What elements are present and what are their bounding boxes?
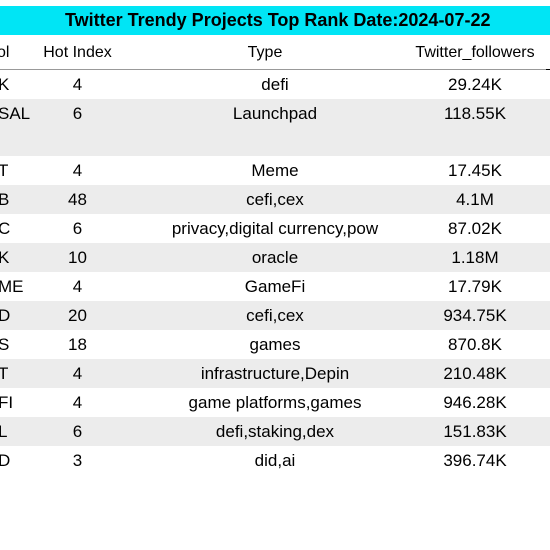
cell-hot-index: 4 [72,161,83,180]
cell-followers: 934.75K [443,306,507,325]
cell-hot-index: 4 [72,393,83,412]
cell-type: Launchpad [232,104,318,123]
header-symbol: ol [0,44,10,61]
cell-symbol: D [0,451,11,470]
cell-hot-index: 6 [72,422,83,441]
cell-hot-index: 4 [72,75,83,94]
cell-symbol: T [0,161,9,180]
cell-hot-index: 18 [68,335,87,354]
header-hot-index: Hot Index [43,44,112,61]
cell-symbol: FI [0,393,14,412]
cell-type: GameFi [244,277,306,296]
cell-hot-index: 48 [68,190,87,209]
cell-type: defi [261,75,289,94]
cell-hot-index: 6 [72,219,83,238]
cell-type: did,ai [254,451,296,470]
cell-type: cefi,cex [246,306,304,325]
table-row: SAL 6 Launchpad 118.55K [0,99,550,156]
table-row: ME 4 GameFi 17.79K [0,272,550,301]
header-type: Type [247,44,283,61]
table-row: L 6 defi,staking,dex 151.83K [0,417,550,446]
cell-followers: 151.83K [443,422,507,441]
cell-followers: 4.1M [456,190,494,209]
cell-type: cefi,cex [246,190,304,209]
cell-followers: 210.48K [443,364,507,383]
cell-symbol: SAL [0,104,31,123]
cell-hot-index: 10 [68,248,87,267]
cell-symbol: B [0,190,10,209]
rank-table: ol Hot Index Type Twitter_followers K 4 … [0,36,550,475]
table-row: D 3 did,ai 396.74K [0,446,550,475]
cell-type: infrastructure,Depin [200,364,350,383]
table-row: T 4 Meme 17.45K [0,156,550,185]
cell-hot-index: 6 [72,104,83,123]
cell-symbol: L [0,422,8,441]
title-bar: Twitter Trendy Projects Top Rank Date:20… [0,6,550,35]
cell-hot-index: 4 [72,364,83,383]
table-row: T 4 infrastructure,Depin 210.48K [0,359,550,388]
table-row: B 48 cefi,cex 4.1M [0,185,550,214]
cell-symbol: T [0,364,9,383]
cell-symbol: K [0,75,10,94]
cell-followers: 396.74K [443,451,507,470]
header-twitter-followers: Twitter_followers [415,44,535,61]
cell-followers: 29.24K [448,75,502,94]
cell-symbol: S [0,335,10,354]
cell-hot-index: 20 [68,306,87,325]
table-row: FI 4 game platforms,games 946.28K [0,388,550,417]
cell-symbol: C [0,219,11,238]
cell-followers: 1.18M [451,248,499,267]
cell-hot-index: 4 [72,277,83,296]
cell-type: Meme [251,161,299,180]
cell-type: oracle [251,248,299,267]
cell-type: defi,staking,dex [215,422,335,441]
cell-type: privacy,digital currency,pow [171,219,379,238]
table-row: K 4 defi 29.24K [0,70,550,99]
table-row: S 18 games 870.8K [0,330,550,359]
page-title: Twitter Trendy Projects Top Rank Date:20… [65,10,491,30]
cell-followers: 17.79K [448,277,502,296]
header-divider-tick [546,69,550,70]
cell-type: game platforms,games [188,393,362,412]
cell-symbol: ME [0,277,24,296]
cell-followers: 17.45K [448,161,502,180]
cell-symbol: K [0,248,10,267]
table-header: ol Hot Index Type Twitter_followers [0,36,550,70]
cell-hot-index: 3 [72,451,83,470]
table-row: D 20 cefi,cex 934.75K [0,301,550,330]
cell-symbol: D [0,306,11,325]
cell-followers: 118.55K [443,104,507,123]
cell-followers: 946.28K [443,393,507,412]
cell-type: games [249,335,301,354]
cell-followers: 87.02K [448,219,502,238]
cell-followers: 870.8K [448,335,502,354]
table-row: K 10 oracle 1.18M [0,243,550,272]
table-row: C 6 privacy,digital currency,pow 87.02K [0,214,550,243]
